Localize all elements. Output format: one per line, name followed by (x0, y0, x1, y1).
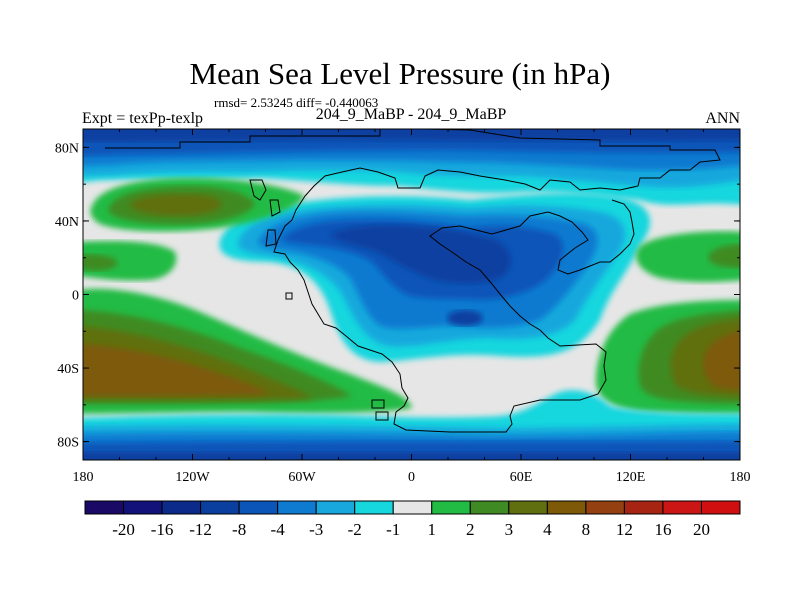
rmsd-diff-stats: rmsd= 2.53245 diff= -0.440063 (214, 95, 379, 110)
y-tick-label: 40S (57, 362, 79, 377)
colorbar-swatch (354, 500, 394, 515)
map-axes: 180 120W 60W 0 60E 120E 180 80N 40N 0 40S 80S (55, 129, 751, 485)
eastern-northern-high-olive (708, 244, 740, 268)
colorbar-swatch (431, 500, 471, 515)
case-subtitle: 204_9_MaBP - 204_9_MaBP (315, 106, 507, 123)
colorbar-label: 16 (654, 520, 671, 539)
colorbar-label: 3 (505, 520, 514, 539)
pangaea-coastline (105, 129, 721, 433)
n-atlantic-high-brown (130, 194, 222, 216)
northern-islands-outline (249, 179, 281, 247)
small-island-outline (285, 292, 293, 300)
colorbar-label: -12 (189, 520, 212, 539)
southern-high-darkbrown (83, 344, 270, 397)
colorbar-label: 2 (466, 520, 475, 539)
colorbar-swatch (508, 500, 548, 515)
colorbar-swatch (200, 500, 240, 515)
colorbar-swatch (392, 500, 433, 515)
colorbar-label: -2 (348, 520, 362, 539)
colorbar-label: -4 (271, 520, 286, 539)
x-tick-label: 60E (510, 470, 533, 485)
colorbar-label: 4 (543, 520, 552, 539)
colorbar-swatch (585, 500, 625, 515)
x-tick-label: 180 (730, 470, 751, 485)
chart-title: Mean Sea Level Pressure (in hPa) (189, 56, 611, 91)
colorbar-label: 1 (428, 520, 437, 539)
y-tick-label: 80N (55, 141, 79, 156)
western-tropical-high-green (83, 241, 177, 281)
colorbar-swatch (277, 500, 317, 515)
colorbar-swatch (315, 500, 356, 515)
colorbar-swatch (161, 500, 202, 515)
x-tick-label: 0 (408, 470, 415, 485)
x-tick-label: 60W (288, 470, 316, 485)
colorbar: -20 -16 -12 -8 -4 -3 -2 -1 1 2 3 4 8 12 16 20 (84, 500, 741, 539)
eastern-southern-high-darkbrown (703, 330, 740, 390)
y-tick-label: 40N (55, 215, 79, 230)
colorbar-swatch (84, 500, 125, 515)
pressure-field (83, 129, 740, 460)
western-tropical-high-olive (83, 254, 118, 271)
eastern-northern-high-green (636, 231, 740, 282)
y-tick-label: 80S (57, 436, 79, 451)
colorbar-swatch (623, 500, 664, 515)
colorbar-label: -1 (386, 520, 400, 539)
colorbar-label: 8 (582, 520, 591, 539)
colorbar-label: 20 (693, 520, 710, 539)
arctic-low-darkblue (83, 129, 740, 142)
southern-islands-outline (371, 399, 389, 421)
colorbar-label: 12 (616, 520, 633, 539)
x-tick-label: 120W (175, 470, 210, 485)
season-label: ANN (705, 110, 740, 127)
x-tick-label: 180 (73, 470, 94, 485)
pangaea-low-darkblue (330, 225, 511, 284)
experiment-label: Expt = texPp-texlp (82, 110, 204, 127)
colorbar-label: -8 (232, 520, 246, 539)
colorbar-swatch (700, 500, 741, 515)
colorbar-swatch (469, 500, 510, 515)
colorbar-swatch (123, 500, 163, 515)
y-tick-label: 0 (72, 289, 79, 304)
colorbar-swatch (662, 500, 702, 515)
x-tick-label: 120E (616, 470, 646, 485)
colorbar-swatch (238, 500, 279, 515)
colorbar-label: -16 (151, 520, 174, 539)
southern-ocean-darkblue (83, 452, 740, 460)
colorbar-label: -3 (309, 520, 323, 539)
pangaea-low-south-pocket (447, 310, 483, 326)
colorbar-label: -20 (112, 520, 135, 539)
colorbar-swatch (546, 500, 587, 515)
